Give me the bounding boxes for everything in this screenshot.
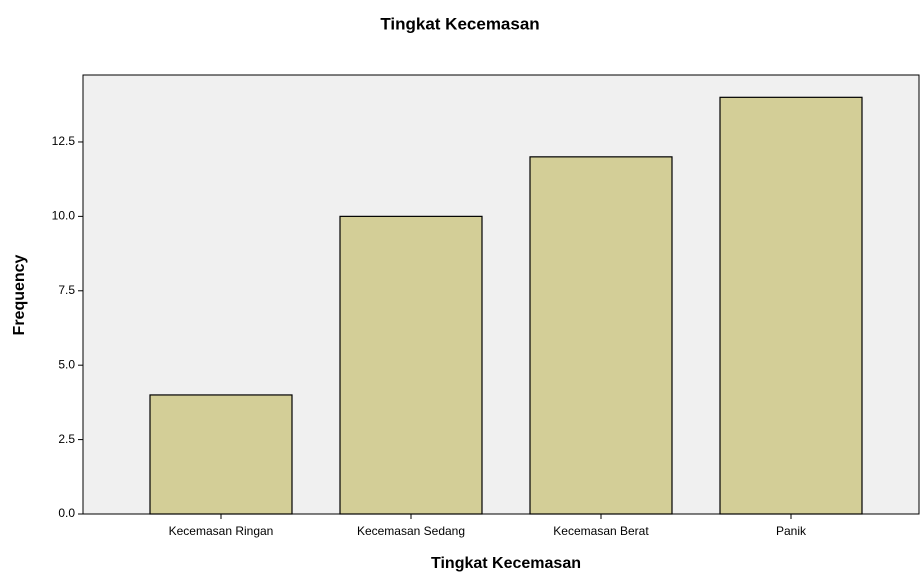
y-tick-label: 2.5 (58, 432, 75, 446)
x-tick-label: Kecemasan Sedang (357, 524, 465, 538)
y-tick-label: 0.0 (58, 506, 75, 520)
y-tick-label: 10.0 (52, 209, 76, 223)
x-tick-label: Kecemasan Berat (553, 524, 649, 538)
y-tick-label: 7.5 (58, 283, 75, 297)
bar (339, 215, 483, 515)
y-tick-label: 12.5 (52, 134, 76, 148)
chart-title: Tingkat Kecemasan (380, 14, 539, 33)
bar (719, 96, 863, 515)
x-tick-label: Kecemasan Ringan (169, 524, 274, 538)
bar (529, 156, 673, 515)
x-axis-label: Tingkat Kecemasan (431, 555, 581, 572)
y-tick-label: 5.0 (58, 357, 75, 371)
y-axis-label: Frequency (11, 254, 28, 335)
bar (149, 394, 293, 515)
x-tick-label: Panik (776, 524, 807, 538)
